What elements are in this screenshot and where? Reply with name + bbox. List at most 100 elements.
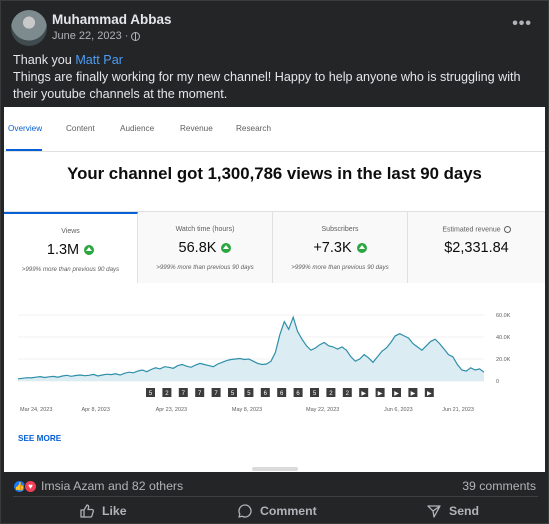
video-marker-label: 6 [280,391,284,397]
metric-value-row: 56.8K [138,240,272,256]
x-tick-label: Mar 24, 2023 [20,407,52,413]
see-more-link: SEE MORE [18,434,62,443]
x-tick-label: Jun 21, 2023 [442,407,474,413]
video-marker-label: 5 [149,391,153,397]
x-tick-label: May 22, 2023 [306,407,339,413]
active-tab-underline [6,149,42,151]
video-marker [228,388,237,397]
avatar[interactable] [11,10,47,46]
comment-button[interactable]: Comment [237,503,317,519]
tab-overview: Overview [8,124,43,133]
video-marker-label: ▶ [378,391,383,397]
send-button[interactable]: Send [426,503,479,519]
x-tick-label: Jun 6, 2023 [384,407,413,413]
video-marker-label: 5 [231,391,235,397]
tab-research: Research [236,124,272,133]
metric-value-row: +7.3K [273,240,407,256]
video-marker-label: ▶ [394,391,399,397]
video-marker [211,388,221,397]
video-marker [293,388,303,397]
video-marker-label: 5 [247,391,251,397]
metric-value-row: $2,331.84 [408,240,545,256]
video-marker-label: 7 [198,391,202,397]
tab-revenue: Revenue [180,124,213,133]
views-chart: 60.0K 40.0K 20.0K 0 5 2 7 7 7 5 5 6 6 6 5 2 2 ▶ ▶ ▶ ▶ ▶ Mar 24… [17,313,511,413]
video-marker [375,388,385,397]
metric-value: +7.3K [313,240,352,256]
views-area [18,317,484,381]
tab-content: Content [66,124,95,133]
comment-label: Comment [260,504,317,518]
meta-separator: · [124,30,129,42]
video-marker [260,388,270,397]
video-marker [392,388,401,397]
reactions-label: Imsia Azam and 82 others [41,479,184,493]
metric-card-subscribers: Subscribers +7.3K >999% more than previo… [273,212,408,283]
post-date[interactable]: June 22, 2023 [52,30,122,42]
video-marker [342,388,352,397]
analytics-tabs: Overview Content Audience Revenue Resear… [4,107,545,152]
post-text-body: Things are finally working for my new ch… [13,70,521,101]
metric-card-watch-time: Watch time (hours) 56.8K >999% more than… [138,212,273,283]
y-tick-label: 60.0K [496,313,511,319]
x-tick-label: Apr 8, 2023 [81,407,109,413]
footer-divider [13,496,538,497]
info-icon [503,226,511,233]
arrow-up-icon [221,243,232,253]
metric-comparison: >999% more than previous 90 days [156,264,254,271]
arrow-up-icon [356,243,367,253]
comments-count[interactable]: 39 comments [462,479,536,493]
mention-link[interactable]: Matt Par [75,53,123,67]
metric-cards: Views 1.3M >999% more than previous 90 d… [4,211,545,283]
video-marker-label: ▶ [361,391,366,397]
metric-value: 1.3M [46,242,80,258]
author-name[interactable]: Muhammad Abbas [52,12,172,27]
metric-label-row: Estimated revenue [408,226,545,233]
metric-value: 56.8K [178,240,217,256]
horizontal-scrollbar [252,467,298,471]
video-marker [359,388,369,397]
video-marker-label: ▶ [411,391,416,397]
channel-headline: Your channel got 1,300,786 views in the … [67,164,482,183]
tab-audience: Audience [120,124,155,133]
y-tick-label: 20.0K [496,357,511,363]
metric-comparison: >999% more than previous 90 days [21,266,120,273]
metric-label: Watch time (hours) [175,226,235,233]
video-marker-label: 7 [182,391,186,397]
video-marker [162,388,172,397]
video-marker-label: 2 [346,391,350,397]
send-label: Send [449,504,480,518]
y-tick-label: 40.0K [496,335,511,341]
metric-label: Subscribers [321,226,359,233]
y-tick-label: 0 [496,379,499,385]
analytics-screenshot[interactable]: Overview Content Audience Revenue Resear… [4,107,545,472]
post-meta: June 22, 2023 · [52,30,141,42]
metric-comparison: >999% more than previous 90 days [291,264,389,271]
metric-label: Estimated revenue [442,226,501,234]
like-button[interactable]: Like [79,503,127,519]
video-marker [424,388,434,397]
metric-card-views: Views 1.3M >999% more than previous 90 d… [4,212,138,283]
metric-card-revenue: Estimated revenue $2,331.84 [408,212,545,283]
video-marker [244,388,254,397]
views-line [17,315,485,380]
video-marker [408,388,418,397]
more-options-button[interactable]: ••• [512,15,532,32]
love-reaction-icon: ♥ [24,479,37,493]
metric-label: Views [61,228,80,235]
video-marker [277,388,287,397]
video-marker-label: 2 [165,391,169,397]
globe-icon [131,31,141,41]
post-text: Thank you Matt Par Things are finally wo… [13,52,541,103]
arrow-up-icon [84,245,95,255]
video-marker-label: 6 [296,391,300,397]
post-text-prefix: Thank you [13,53,76,67]
video-marker-label: 2 [329,391,333,397]
video-marker [310,388,319,397]
video-marker-label: 7 [214,391,218,397]
x-tick-label: May 8, 2023 [232,407,262,413]
metric-value-row: 1.3M [4,242,137,258]
reactions-summary[interactable]: 👍 ♥ Imsia Azam and 82 others [13,479,183,493]
video-marker-label: 6 [264,391,268,397]
